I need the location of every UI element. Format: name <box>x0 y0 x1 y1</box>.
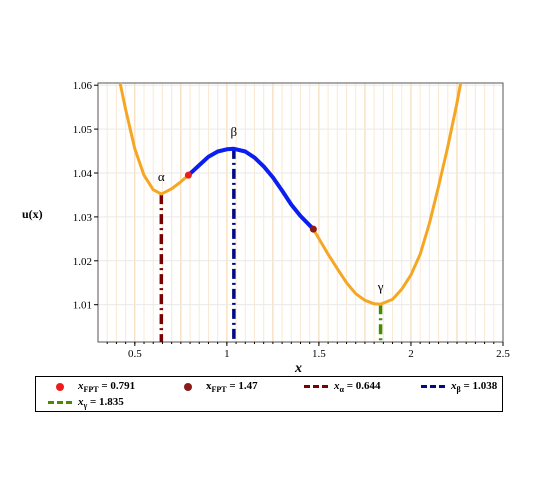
legend-label: xγ = 1.835 <box>78 395 124 411</box>
y-tick-label: 1.04 <box>73 168 93 180</box>
x-tick-label: 0.5 <box>128 348 142 360</box>
highlight-segment <box>187 146 315 231</box>
legend-label: xFPT = 1.47 <box>206 379 258 395</box>
y-tick-label: 1.02 <box>73 256 92 268</box>
legend-item: xγ = 1.835 <box>48 396 124 410</box>
legend-symbol <box>421 380 445 394</box>
legend-symbol <box>176 380 200 394</box>
curves <box>118 82 463 306</box>
markers <box>184 171 317 233</box>
point-labels: α β γ <box>158 124 384 294</box>
y-axis-label: u(x) <box>22 207 43 221</box>
y-tick-label: 1.06 <box>73 80 93 92</box>
legend-symbol <box>48 380 72 394</box>
reference-lines <box>159 148 383 342</box>
legend-item: xα = 0.644 <box>304 380 381 394</box>
legend-item: xFPT = 0.791 <box>48 380 135 394</box>
x-axis-label: x <box>294 361 302 376</box>
legend-label: xα = 0.644 <box>334 379 381 395</box>
legend-symbol <box>304 380 328 394</box>
x-tick-label: 2 <box>408 348 414 360</box>
x-tick-label: 1 <box>224 348 230 360</box>
axis-ticks: 0.5 1 1.5 2 2.5 1.01 1.02 1.03 1.04 1.05 1.06 <box>73 80 511 360</box>
legend-item: xβ = 1.038 <box>421 380 497 394</box>
x-tick-label: 1.5 <box>312 348 326 360</box>
legend-item: xFPT = 1.47 <box>176 380 258 394</box>
legend: xFPT = 0.791 xFPT = 1.47 xα = 0.644 xβ = 1.… <box>35 376 503 412</box>
point-label: β <box>231 124 238 139</box>
point-label: γ <box>377 279 384 294</box>
legend-symbol <box>48 396 72 410</box>
marker-point <box>184 171 192 179</box>
y-tick-label: 1.03 <box>73 212 93 224</box>
point-label: α <box>158 169 165 184</box>
legend-label: xβ = 1.038 <box>451 379 498 395</box>
y-tick-label: 1.05 <box>73 124 93 136</box>
y-tick-label: 1.01 <box>73 300 92 312</box>
legend-label: xFPT = 0.791 <box>78 379 136 395</box>
marker-point <box>309 225 317 233</box>
x-tick-label: 2.5 <box>496 348 510 360</box>
grid <box>98 83 504 342</box>
